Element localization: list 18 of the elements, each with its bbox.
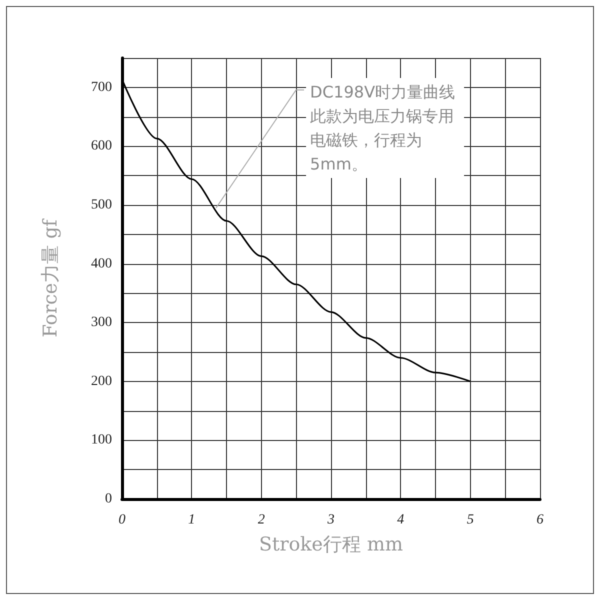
annotation: DC198V时力量曲线此款为电压力锅专用电磁铁，行程为5mm。 [310, 82, 456, 174]
y-tick-label: 0 [105, 492, 112, 506]
y-tick-label: 300 [91, 315, 112, 330]
x-tick-label: 1 [188, 512, 196, 528]
x-tick-label: 5 [466, 512, 474, 528]
y-tick-label: 500 [91, 198, 112, 212]
x-tick-label: 6 [536, 512, 544, 528]
y-tick-label: 200 [91, 374, 112, 389]
y-tick-label: 400 [91, 256, 112, 272]
y-tick-label: 700 [91, 80, 112, 95]
y-axis-title: Force力量 gf [40, 218, 62, 338]
x-tick-label: 4 [397, 512, 404, 528]
y-tick-label: 600 [91, 138, 112, 154]
y-tick-label: 100 [91, 432, 112, 448]
x-axis-title: Stroke行程 mm [258, 534, 404, 556]
x-tick-label: 0 [118, 512, 126, 528]
x-tick-label: 2 [258, 512, 265, 528]
x-tick-label: 3 [326, 512, 334, 528]
